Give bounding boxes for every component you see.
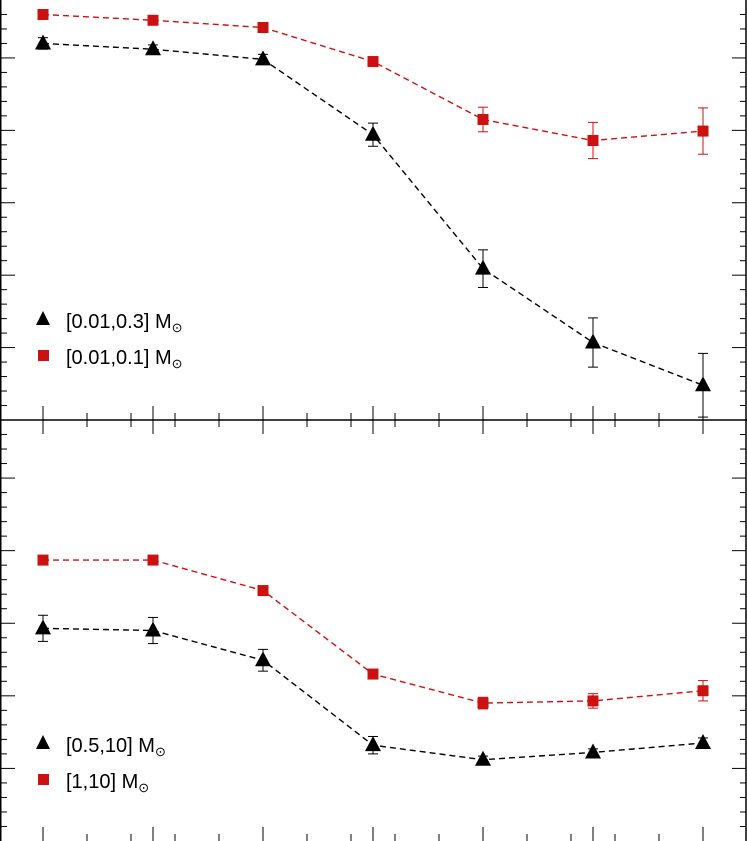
bottom-series-2 <box>37 554 709 710</box>
top-point-triangle <box>695 376 711 392</box>
legend-unit-symbol: ⊙ <box>172 356 183 371</box>
top-legend: [0.01,0.3] M⊙ [0.01,0.1] M⊙ <box>36 311 183 371</box>
bottom-point-square <box>37 554 49 566</box>
bottom-series-2-line <box>43 559 704 704</box>
top-series-2-line <box>42 13 704 142</box>
top-point-triangle <box>145 40 161 56</box>
top-point-square <box>477 113 489 125</box>
bottom-point-square <box>367 668 379 680</box>
panel-bottom: [0.5,10] M⊙ [1,10] M⊙ <box>1 420 746 841</box>
top-point-square <box>367 56 379 68</box>
top-point-square <box>587 134 599 146</box>
top-point-triangle <box>35 34 51 50</box>
bottom-legend: [0.5,10] M⊙ [1,10] M⊙ <box>36 735 166 795</box>
top-point-triangle <box>585 333 601 349</box>
top-series-1-line <box>42 42 704 386</box>
bottom-point-triangle <box>365 736 381 752</box>
top-series-2 <box>37 8 709 160</box>
legend-triangle-marker <box>36 735 50 749</box>
legend-item: [1,10] M⊙ <box>38 771 149 795</box>
bottom-point-square <box>147 554 159 566</box>
legend-label: [1,10] M⊙ <box>66 771 149 795</box>
legend-unit-symbol: ⊙ <box>155 744 166 759</box>
legend-square-marker <box>38 350 49 361</box>
top-point-square <box>697 125 709 137</box>
bottom-point-triangle <box>145 621 161 637</box>
top-point-triangle <box>475 259 491 275</box>
panel-top: [0.01,0.3] M⊙ [0.01,0.1] M⊙ <box>1 8 746 420</box>
legend-triangle-marker <box>36 311 50 325</box>
bottom-point-triangle <box>475 750 491 766</box>
top-point-square <box>257 22 269 34</box>
top-point-triangle <box>365 125 381 141</box>
bottom-point-triangle <box>35 619 51 635</box>
legend-label: [0.01,0.3] M⊙ <box>66 311 183 335</box>
bottom-point-triangle <box>695 734 711 750</box>
legend-item: [0.01,0.1] M⊙ <box>38 347 183 371</box>
legend-item: [0.5,10] M⊙ <box>36 735 166 759</box>
legend-unit-symbol: ⊙ <box>138 780 149 795</box>
bottom-point-square <box>587 695 599 707</box>
legend-label: [0.5,10] M⊙ <box>66 735 166 759</box>
top-point-triangle <box>255 50 271 66</box>
bottom-point-triangle <box>255 651 271 667</box>
legend-unit-symbol: ⊙ <box>172 320 183 335</box>
legend-label: [0.01,0.1] M⊙ <box>66 347 183 371</box>
legend-square-marker <box>38 774 49 785</box>
legend-item: [0.01,0.3] M⊙ <box>36 311 183 335</box>
top-point-square <box>37 8 49 20</box>
bottom-series-1 <box>35 614 711 766</box>
bottom-point-square <box>697 685 709 697</box>
top-point-square <box>147 14 159 26</box>
top-series-1 <box>35 34 711 418</box>
bottom-point-square <box>477 697 489 709</box>
bottom-point-triangle <box>585 743 601 759</box>
bottom-point-square <box>257 585 269 597</box>
